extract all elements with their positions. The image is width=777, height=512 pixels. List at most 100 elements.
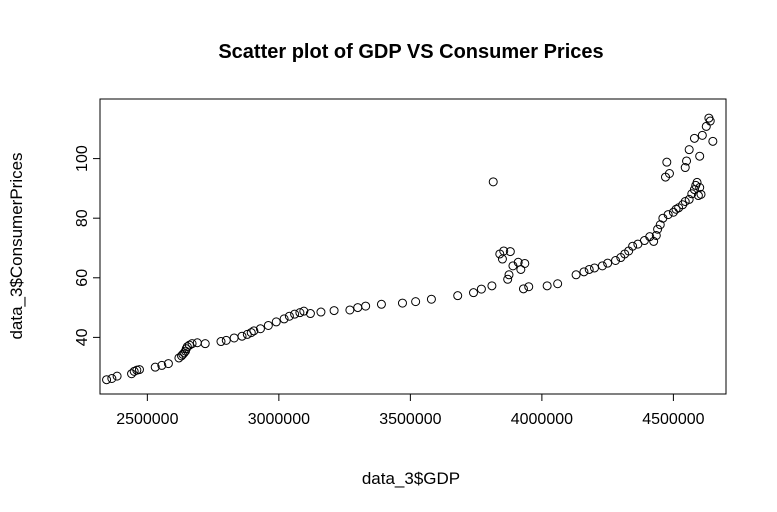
- data-point: [708, 136, 718, 146]
- data-point: [182, 342, 192, 352]
- y-axis-label: data_3$ConsumerPrices: [7, 152, 26, 339]
- data-point: [284, 311, 294, 321]
- data-point: [524, 282, 534, 292]
- data-point: [684, 145, 694, 155]
- data-point: [279, 314, 289, 324]
- data-point: [678, 200, 688, 210]
- data-point: [584, 264, 594, 274]
- y-tick-label: 100: [74, 145, 91, 172]
- data-point: [671, 204, 681, 214]
- data-point: [597, 261, 607, 271]
- data-point: [579, 267, 589, 277]
- data-point: [542, 281, 552, 291]
- data-point: [157, 360, 167, 370]
- chart-title: Scatter plot of GDP VS Consumer Prices: [218, 41, 603, 63]
- data-point: [345, 305, 355, 315]
- data-point: [134, 365, 144, 375]
- data-point: [692, 177, 702, 187]
- data-point: [249, 326, 259, 336]
- data-point: [662, 157, 672, 167]
- y-tick-label: 60: [74, 269, 91, 287]
- data-point: [397, 298, 407, 308]
- data-point: [611, 256, 621, 266]
- data-point: [299, 306, 309, 316]
- x-tick-label: 3500000: [379, 411, 441, 428]
- data-point: [639, 236, 649, 246]
- data-point: [187, 339, 197, 349]
- data-point: [255, 324, 265, 334]
- data-point: [518, 284, 528, 294]
- data-point: [628, 241, 638, 251]
- y-tick-label: 80: [74, 209, 91, 227]
- data-point: [163, 359, 173, 369]
- data-points: [102, 113, 718, 385]
- data-point: [653, 224, 663, 234]
- data-point: [553, 279, 563, 289]
- data-point: [295, 308, 305, 318]
- data-point: [200, 339, 210, 349]
- data-point: [705, 116, 715, 126]
- data-point: [107, 374, 117, 384]
- data-point: [376, 299, 386, 309]
- data-point: [503, 274, 513, 284]
- data-point: [520, 258, 530, 268]
- data-point: [426, 294, 436, 304]
- data-point: [329, 306, 339, 316]
- data-point: [695, 151, 705, 161]
- data-point: [504, 270, 514, 280]
- data-point: [603, 258, 613, 268]
- data-point: [468, 288, 478, 298]
- data-point: [497, 254, 507, 264]
- x-tick-label: 3000000: [248, 411, 310, 428]
- x-tick-label: 4000000: [511, 411, 573, 428]
- data-point: [192, 338, 202, 348]
- data-point: [290, 309, 300, 319]
- data-point: [516, 264, 526, 274]
- data-point: [649, 236, 659, 246]
- data-point: [663, 210, 673, 220]
- y-axis: 40 60 80 100: [74, 145, 101, 346]
- data-point: [246, 328, 256, 338]
- data-point: [221, 335, 231, 345]
- data-point: [487, 281, 497, 291]
- data-point: [229, 333, 239, 343]
- data-point: [453, 291, 463, 301]
- x-axis-label: data_3$GDP: [362, 469, 460, 488]
- data-point: [411, 297, 421, 307]
- data-point: [112, 371, 122, 381]
- x-tick-label: 4500000: [642, 411, 704, 428]
- y-tick-label: 40: [74, 328, 91, 346]
- data-point: [237, 331, 247, 341]
- data-point: [353, 303, 363, 313]
- data-point: [361, 301, 371, 311]
- x-axis: 2500000 3000000 3500000 4000000 4500000: [116, 393, 705, 428]
- data-point: [668, 207, 678, 217]
- data-point: [697, 130, 707, 140]
- data-point: [684, 194, 694, 204]
- data-point: [664, 168, 674, 178]
- data-point: [589, 263, 599, 273]
- data-point: [150, 362, 160, 372]
- data-point: [216, 337, 226, 347]
- data-point: [305, 309, 315, 319]
- x-tick-label: 2500000: [116, 411, 178, 428]
- plot-frame: [99, 98, 727, 395]
- data-point: [499, 246, 509, 256]
- data-point: [651, 230, 661, 240]
- data-point: [476, 284, 486, 294]
- data-point: [689, 133, 699, 143]
- data-point: [701, 121, 711, 131]
- data-point: [695, 183, 705, 192]
- data-point: [682, 156, 692, 166]
- data-point: [271, 317, 281, 327]
- data-point: [505, 247, 515, 257]
- data-point: [655, 220, 665, 230]
- data-point: [488, 177, 498, 187]
- data-point: [102, 375, 112, 385]
- data-point: [316, 307, 326, 317]
- data-point: [263, 320, 273, 330]
- data-point: [184, 340, 194, 350]
- data-point: [680, 163, 690, 173]
- data-point: [571, 270, 581, 280]
